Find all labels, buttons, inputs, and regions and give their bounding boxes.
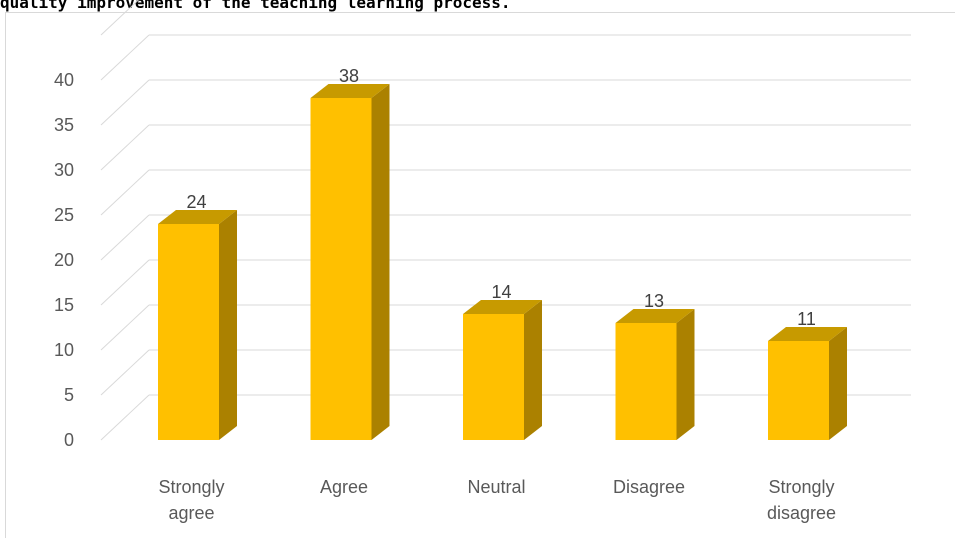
y-tick-label: 0 (64, 430, 74, 450)
data-labels: 24 38 14 13 11 (186, 66, 815, 329)
bar (615, 309, 695, 440)
y-axis-ticks: 0 5 10 15 20 25 30 35 40 (54, 70, 74, 450)
bar-top (615, 309, 695, 323)
y-tick-label: 15 (54, 295, 74, 315)
gridline-diagonal (100, 214, 150, 261)
bar-side (676, 309, 695, 440)
bar (158, 210, 237, 440)
bar-front (158, 224, 219, 440)
bar (310, 84, 390, 440)
bar (463, 300, 542, 440)
gridline-diagonal (100, 394, 150, 441)
gridline-diagonal (100, 34, 150, 81)
data-label: 38 (339, 66, 359, 86)
x-category-label: Strongly disagree (767, 477, 836, 523)
gridline-diagonal (100, 79, 150, 126)
chart-frame (5, 12, 955, 538)
gridline-diagonal (100, 124, 150, 171)
bar-top (463, 300, 542, 314)
bar (768, 327, 847, 440)
y-tick-label: 30 (54, 160, 74, 180)
y-tick-label: 20 (54, 250, 74, 270)
x-category-label: Disagree (613, 477, 685, 497)
data-label: 14 (491, 282, 511, 302)
bar-side (524, 300, 542, 440)
figure-caption: quality improvement of the teaching lear… (0, 0, 511, 12)
bar-side (219, 210, 237, 440)
bar-front (615, 323, 677, 440)
data-label: 11 (797, 309, 816, 329)
bars (158, 84, 847, 440)
y-tick-label: 40 (54, 70, 74, 90)
y-tick-label: 25 (54, 205, 74, 225)
bar-side (371, 84, 390, 440)
gridline-diagonal (100, 304, 150, 351)
x-category-label: Neutral (467, 477, 525, 497)
bar-side (829, 327, 847, 440)
y-tick-label: 10 (54, 340, 74, 360)
y-tick-label: 5 (64, 385, 74, 405)
bar-top (158, 210, 237, 224)
bar-top (310, 84, 390, 98)
x-category-label: Agree (320, 477, 368, 497)
gridline-diagonal (100, 169, 150, 216)
x-category-label: Strongly agree (158, 477, 224, 523)
bar-front (310, 98, 372, 440)
gridline-diagonal (100, 259, 150, 306)
bar-front (768, 341, 829, 440)
y-tick-label: 35 (54, 115, 74, 135)
x-axis-categories: Strongly agree Agree Neutral Disagree Strongl… (158, 477, 836, 523)
gridline-diagonal (100, 349, 150, 396)
data-label: 24 (186, 192, 206, 212)
bar-top (768, 327, 847, 341)
data-label: 13 (644, 291, 664, 311)
bar-front (463, 314, 524, 440)
gridlines (100, 0, 911, 441)
gridline-diagonal (100, 0, 140, 36)
